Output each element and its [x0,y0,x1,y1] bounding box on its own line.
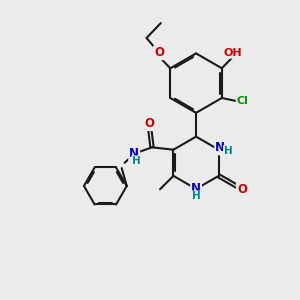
Text: H: H [192,191,200,201]
Text: N: N [215,141,225,154]
Text: O: O [154,46,164,59]
Text: O: O [237,183,247,196]
Text: O: O [145,117,154,130]
Text: N: N [129,147,139,161]
Text: H: H [224,146,233,156]
Text: OH: OH [224,48,242,58]
Text: H: H [132,156,141,166]
Text: N: N [191,182,201,195]
Text: Cl: Cl [237,96,249,106]
